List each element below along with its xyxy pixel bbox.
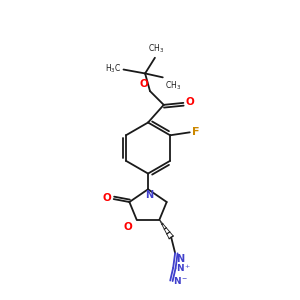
Text: F: F xyxy=(192,127,199,137)
Text: N: N xyxy=(176,254,184,264)
Text: O: O xyxy=(103,193,112,203)
Text: H$_3$C: H$_3$C xyxy=(105,62,122,75)
Text: CH$_3$: CH$_3$ xyxy=(148,42,164,55)
Text: O: O xyxy=(124,222,133,232)
Text: O: O xyxy=(139,79,148,89)
Text: CH$_3$: CH$_3$ xyxy=(165,79,181,92)
Text: O: O xyxy=(185,97,194,107)
Text: N$^+$: N$^+$ xyxy=(176,262,192,274)
Text: N: N xyxy=(145,190,153,200)
Text: N$^-$: N$^-$ xyxy=(173,275,189,286)
